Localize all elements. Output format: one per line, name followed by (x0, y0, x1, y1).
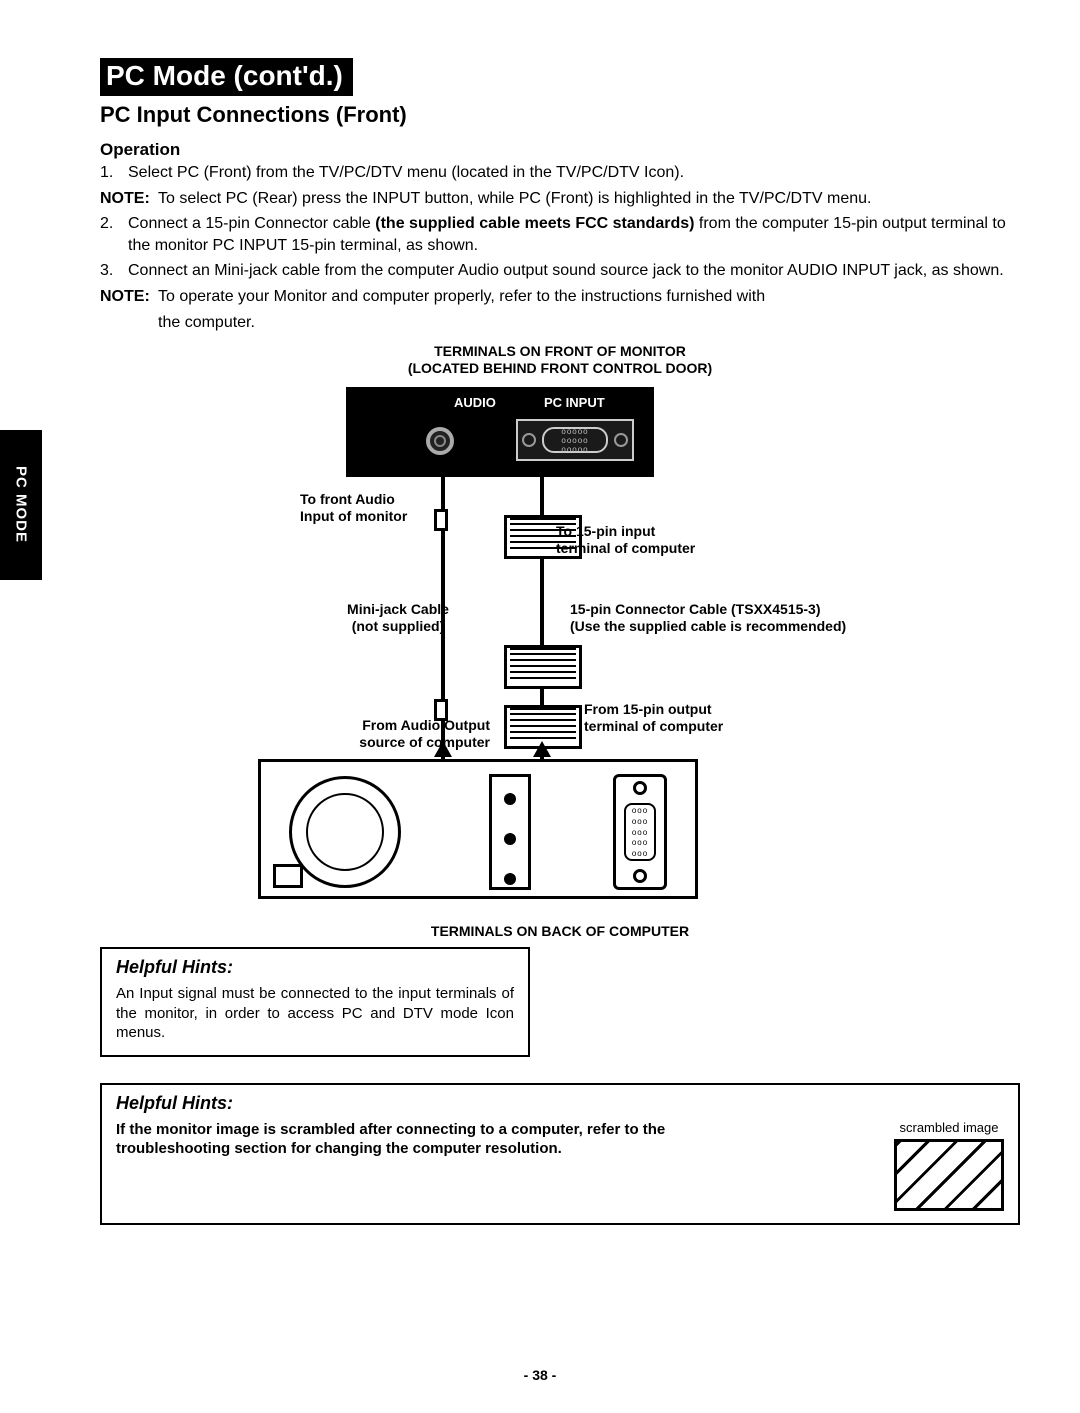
power-port-icon (273, 864, 303, 888)
label-from-15pin-l1: From 15-pin output (584, 701, 784, 718)
audio-jacks-icon (489, 774, 531, 890)
computer-back-panel: ooooooooooooooo (258, 759, 698, 899)
label-conn-cable-l1: 15-pin Connector Cable (TSXX4515-3) (570, 601, 870, 618)
step-1-text: Select PC (Front) from the TV/PC/DTV men… (128, 162, 684, 184)
hints2-title: Helpful Hints: (116, 1093, 1004, 1114)
page-number: - 38 - (524, 1367, 557, 1383)
vga-plug-mid-icon (504, 645, 582, 689)
label-mini-jack-l2: (not supplied) (318, 618, 478, 635)
fan-icon (289, 776, 401, 888)
step-2-bold: (the supplied cable meets FCC standards) (375, 215, 694, 232)
note-2-l1: To operate your Monitor and computer pro… (158, 286, 1020, 308)
note-1-text: To select PC (Rear) press the INPUT butt… (158, 188, 871, 210)
label-to-front-audio: To front Audio Input of monitor (300, 491, 407, 525)
label-conn-cable-l2: (Use the supplied cable is recommended) (570, 618, 870, 635)
vga-out-icon: ooooooooooooooo (613, 774, 667, 890)
arrow-vga-icon (533, 741, 551, 757)
step-3-num: 3. (100, 260, 128, 282)
scrambled-label: scrambled image (894, 1120, 1004, 1135)
page-subtitle: PC Input Connections (Front) (100, 102, 1020, 128)
operation-list-2: 2. Connect a 15-pin Connector cable (the… (100, 213, 1020, 282)
scrambled-image-icon (894, 1139, 1004, 1211)
step-2-num: 2. (100, 213, 128, 256)
side-tab-pc-mode: PC MODE (0, 430, 42, 580)
operation-heading: Operation (100, 140, 1020, 160)
operation-list: 1. Select PC (Front) from the TV/PC/DTV … (100, 162, 1020, 184)
title-badge: PC Mode (cont'd.) (100, 58, 353, 96)
helpful-hints-1: Helpful Hints: An Input signal must be c… (100, 947, 530, 1057)
audio-port-icon (426, 427, 454, 455)
pcinput-port-label: PC INPUT (544, 395, 605, 410)
audio-port-label: AUDIO (454, 395, 496, 410)
label-to-15pin: To 15-pin input terminal of computer (556, 523, 766, 557)
step-2-pre: Connect a 15-pin Connector cable (128, 215, 375, 232)
step-2: 2. Connect a 15-pin Connector cable (the… (100, 213, 1020, 256)
note-2: NOTE: To operate your Monitor and comput… (100, 286, 1020, 308)
label-to-front-audio-l1: To front Audio (300, 491, 407, 508)
diagram-top-title-l2: (LOCATED BEHIND FRONT CONTROL DOOR) (408, 360, 712, 377)
step-3: 3. Connect an Mini-jack cable from the c… (100, 260, 1020, 282)
hints1-body: An Input signal must be connected to the… (116, 984, 514, 1043)
connection-diagram: TERMINALS ON FRONT OF MONITOR (LOCATED B… (100, 343, 1020, 939)
hints1-title: Helpful Hints: (116, 957, 514, 978)
label-to-15pin-l2: terminal of computer (556, 540, 766, 557)
mini-plug-top-icon (434, 509, 448, 531)
step-1: 1. Select PC (Front) from the TV/PC/DTV … (100, 162, 1020, 184)
step-2-text: Connect a 15-pin Connector cable (the su… (128, 213, 1020, 256)
diagram-bottom-title: TERMINALS ON BACK OF COMPUTER (431, 923, 689, 939)
scrambled-image-wrap: scrambled image (894, 1120, 1004, 1211)
label-from-15pin-l2: terminal of computer (584, 718, 784, 735)
vga-port-icon: ooooooooooooooo (516, 419, 634, 461)
label-to-front-audio-l2: Input of monitor (300, 508, 407, 525)
label-from-audio-l2: source of computer (310, 734, 490, 751)
label-from-audio: From Audio Output source of computer (310, 717, 490, 751)
note-2-l2: the computer. (158, 312, 1020, 334)
diagram-top-title: TERMINALS ON FRONT OF MONITOR (LOCATED B… (408, 343, 712, 377)
helpful-hints-2: Helpful Hints: If the monitor image is s… (100, 1083, 1020, 1225)
label-conn-cable: 15-pin Connector Cable (TSXX4515-3) (Use… (570, 601, 870, 635)
label-mini-jack: Mini-jack Cable (not supplied) (318, 601, 478, 635)
diagram-top-title-l1: TERMINALS ON FRONT OF MONITOR (408, 343, 712, 360)
label-to-15pin-l1: To 15-pin input (556, 523, 766, 540)
label-from-audio-l1: From Audio Output (310, 717, 490, 734)
step-3-text: Connect an Mini-jack cable from the comp… (128, 260, 1004, 282)
note-2-label: NOTE: (100, 286, 158, 308)
label-from-15pin: From 15-pin output terminal of computer (584, 701, 784, 735)
monitor-front-panel: AUDIO PC INPUT ooooooooooooooo (346, 387, 654, 477)
hints2-body: If the monitor image is scrambled after … (116, 1120, 716, 1159)
note-1-label: NOTE: (100, 188, 158, 210)
label-mini-jack-l1: Mini-jack Cable (318, 601, 478, 618)
step-1-num: 1. (100, 162, 128, 184)
note-1: NOTE: To select PC (Rear) press the INPU… (100, 188, 1020, 210)
